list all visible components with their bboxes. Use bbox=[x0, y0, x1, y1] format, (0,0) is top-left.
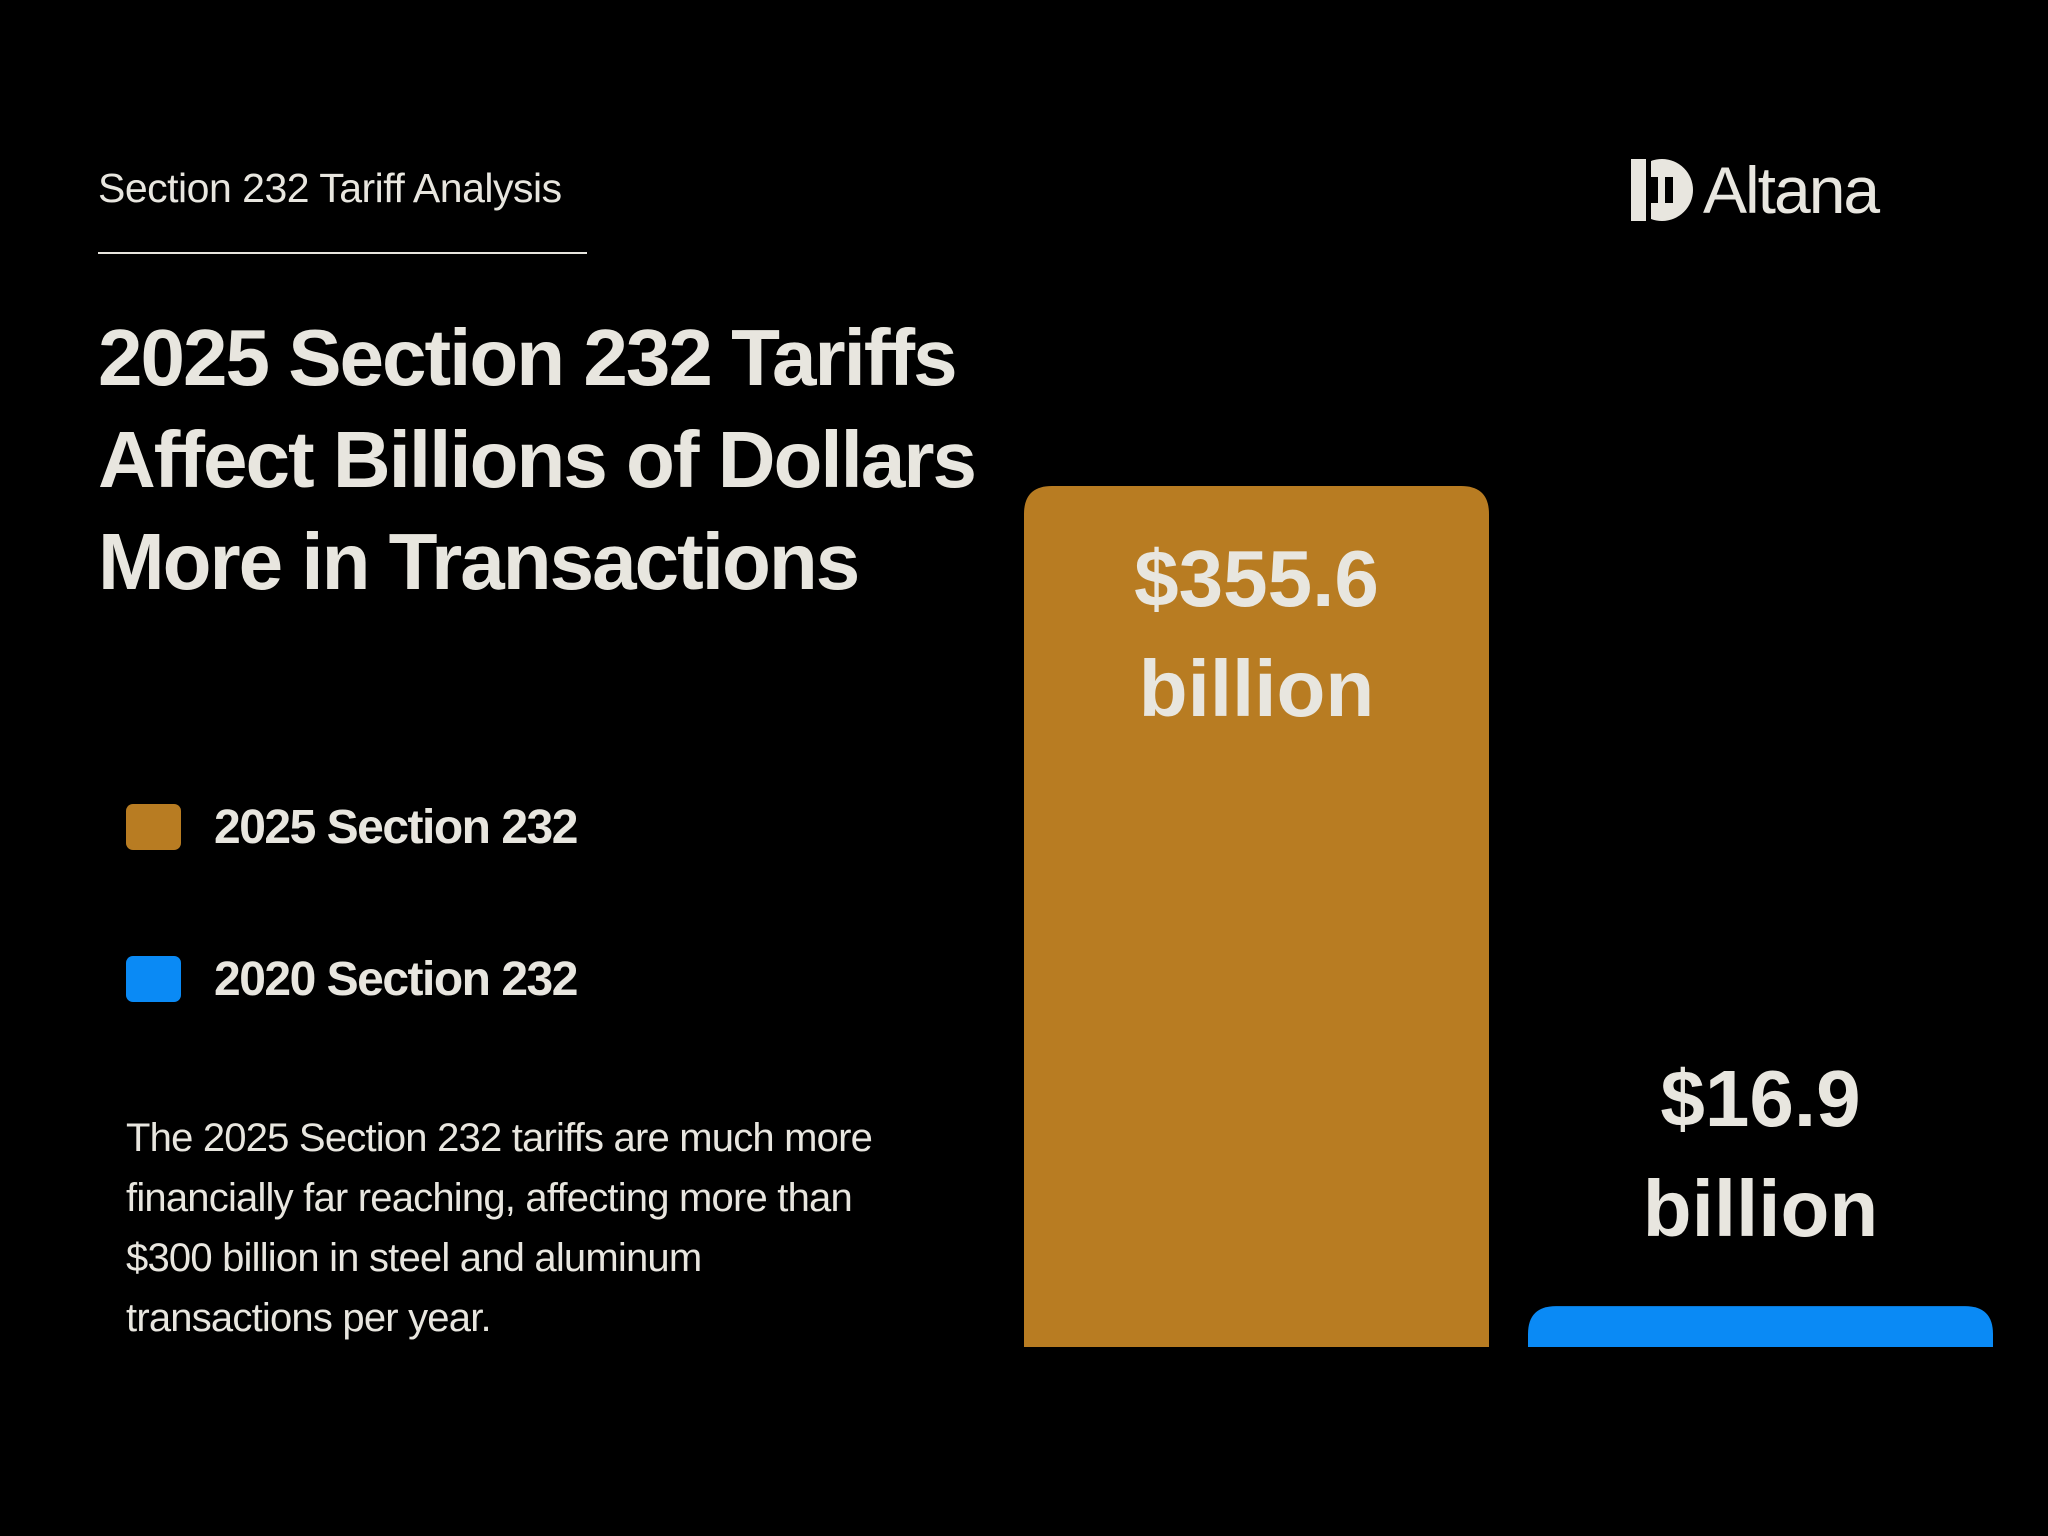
bar-data-label-2025-unit: billion bbox=[1139, 644, 1375, 733]
page-headline: 2025 Section 232 Tariffs Affect Billions… bbox=[98, 313, 977, 606]
legend-swatch-2020 bbox=[126, 956, 181, 1002]
bar-2020 bbox=[1528, 1306, 1993, 1347]
legend-item-2025: 2025 Section 232 bbox=[126, 797, 578, 857]
legend-swatch-2025 bbox=[126, 804, 181, 850]
brand-logo: Altana bbox=[1631, 150, 1880, 230]
bar-data-label-2025-value: $355.6 bbox=[1134, 534, 1379, 623]
legend-item-2020: 2020 Section 232 bbox=[126, 949, 578, 1009]
bar-data-label-2020-value: $16.9 bbox=[1660, 1054, 1860, 1143]
bar-2025 bbox=[1024, 486, 1489, 1347]
brand-name: Altana bbox=[1703, 153, 1880, 227]
body-text: The 2025 Section 232 tariffs are much mo… bbox=[126, 1116, 873, 1340]
eyebrow-divider bbox=[98, 252, 587, 254]
legend-label-2020: 2020 Section 232 bbox=[214, 952, 578, 1006]
eyebrow-title: Section 232 Tariff Analysis bbox=[98, 165, 562, 211]
legend-label-2025: 2025 Section 232 bbox=[214, 800, 578, 854]
bar-data-label-2020-unit: billion bbox=[1643, 1164, 1879, 1253]
altana-logo-icon bbox=[1631, 159, 1693, 221]
